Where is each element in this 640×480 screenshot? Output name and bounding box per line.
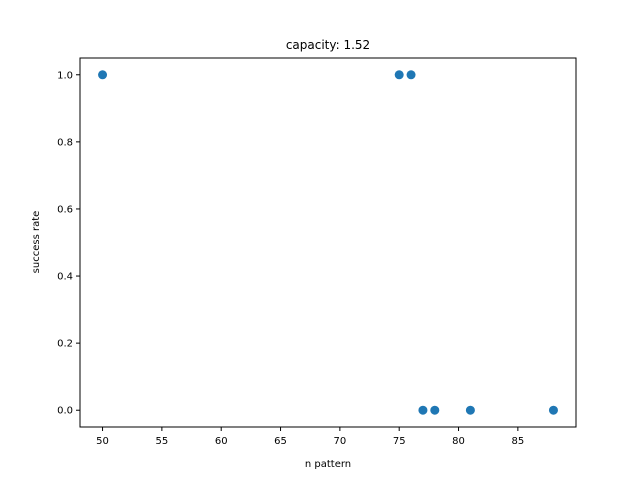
- y-tick-label: 0.0: [57, 406, 73, 417]
- chart-title: capacity: 1.52: [286, 38, 370, 52]
- data-point: [406, 70, 416, 80]
- data-point: [394, 70, 404, 80]
- x-tick-label: 80: [452, 436, 465, 447]
- x-axis-ticks: 50 55 60 65 70 75 80 85: [96, 427, 524, 447]
- y-tick-label: 0.2: [57, 339, 73, 350]
- x-tick-label: 55: [156, 436, 169, 447]
- x-tick-label: 65: [274, 436, 287, 447]
- data-point: [98, 70, 108, 80]
- x-tick-label: 70: [333, 436, 346, 447]
- x-tick-label: 85: [511, 436, 524, 447]
- data-points: [98, 70, 558, 415]
- y-tick-label: 0.4: [57, 272, 73, 283]
- y-axis-label: success rate: [31, 211, 42, 274]
- plot-frame: [79, 57, 577, 428]
- x-tick-label: 60: [215, 436, 228, 447]
- data-point: [465, 405, 475, 415]
- y-tick-label: 0.8: [57, 137, 73, 148]
- data-point: [418, 405, 428, 415]
- data-point: [548, 405, 558, 415]
- x-axis-label: n pattern: [305, 459, 351, 470]
- x-tick-label: 75: [393, 436, 406, 447]
- plot-area: [80, 58, 576, 427]
- y-tick-label: 1.0: [57, 70, 73, 81]
- data-point: [430, 405, 440, 415]
- y-axis-ticks: 0.0 0.2 0.4 0.6 0.8 1.0: [57, 70, 80, 417]
- y-tick-label: 0.6: [57, 204, 73, 215]
- x-tick-label: 50: [96, 436, 109, 447]
